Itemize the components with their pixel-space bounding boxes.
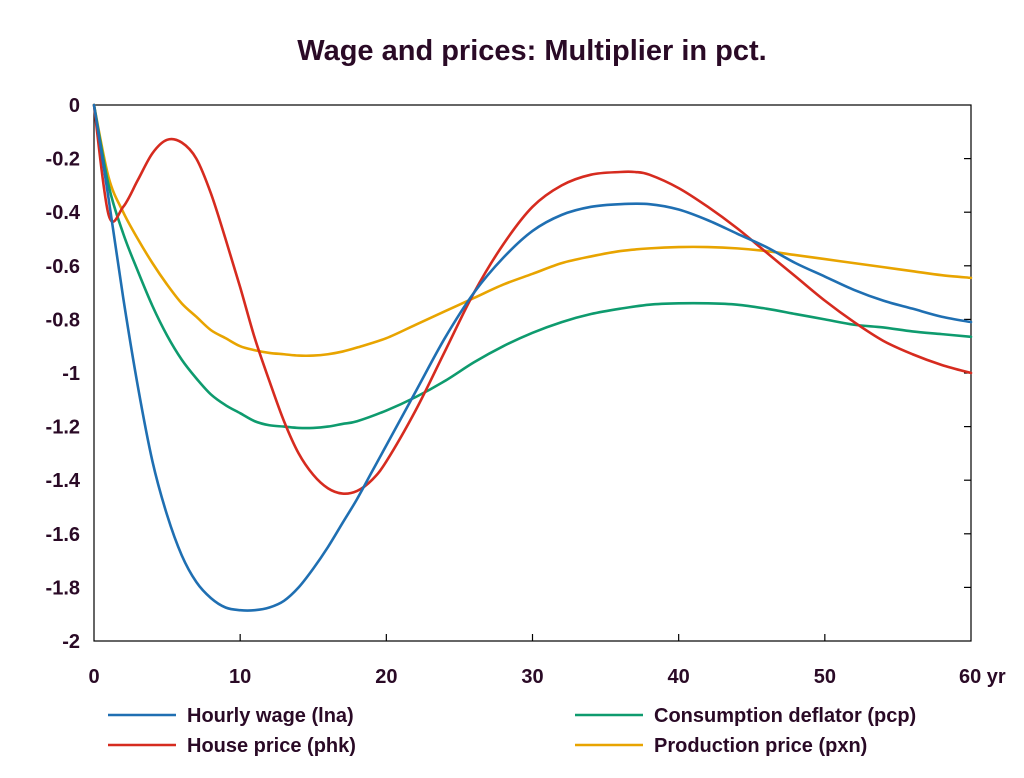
y-tick-label: -1.2 [46, 417, 80, 439]
series-line-hourly-wage-lna [92, 103, 973, 612]
x-tick-label: 60 yr [959, 666, 1006, 688]
legend-label: House price (phk) [187, 735, 356, 757]
x-tick-label: 20 [375, 666, 397, 688]
legend: Hourly wage (lna) House price (phk) Consum… [108, 705, 916, 757]
x-tick-label: 10 [229, 666, 251, 688]
y-tick-label: 0 [69, 95, 80, 117]
series-line-production-price-pxn [92, 103, 973, 358]
series-line-consumption-deflator-pcp [92, 103, 973, 430]
y-tick-label: -0.6 [46, 256, 80, 278]
y-tick-label: -0.8 [46, 309, 80, 331]
legend-label: Consumption deflator (pcp) [654, 705, 916, 727]
y-tick-label: -1.8 [46, 577, 80, 599]
x-tick-label: 30 [521, 666, 543, 688]
y-tick-label: -0.4 [46, 202, 81, 224]
y-tick-label: -0.2 [46, 149, 80, 171]
series-lines [92, 103, 973, 612]
x-tick-label: 0 [88, 666, 99, 688]
y-tick-label: -2 [62, 631, 80, 653]
y-tick-label: -1 [62, 363, 80, 385]
plot-frame [93, 104, 972, 642]
x-tick-label: 50 [814, 666, 836, 688]
y-tick-label: -1.6 [46, 524, 80, 546]
y-tick-label: -1.4 [46, 470, 81, 492]
legend-label: Production price (pxn) [654, 735, 867, 757]
axis-ticks: 0 -0.2 -0.4 -0.6 -0.8 -1 -1.2 -1.4 -1.6 -1.8 -2 0 10… [46, 95, 1006, 688]
x-tick-label: 40 [668, 666, 690, 688]
legend-label: Hourly wage (lna) [187, 705, 354, 727]
series-line-house-price-phk [92, 103, 973, 496]
chart-title: Wage and prices: Multiplier in pct. [297, 35, 766, 67]
